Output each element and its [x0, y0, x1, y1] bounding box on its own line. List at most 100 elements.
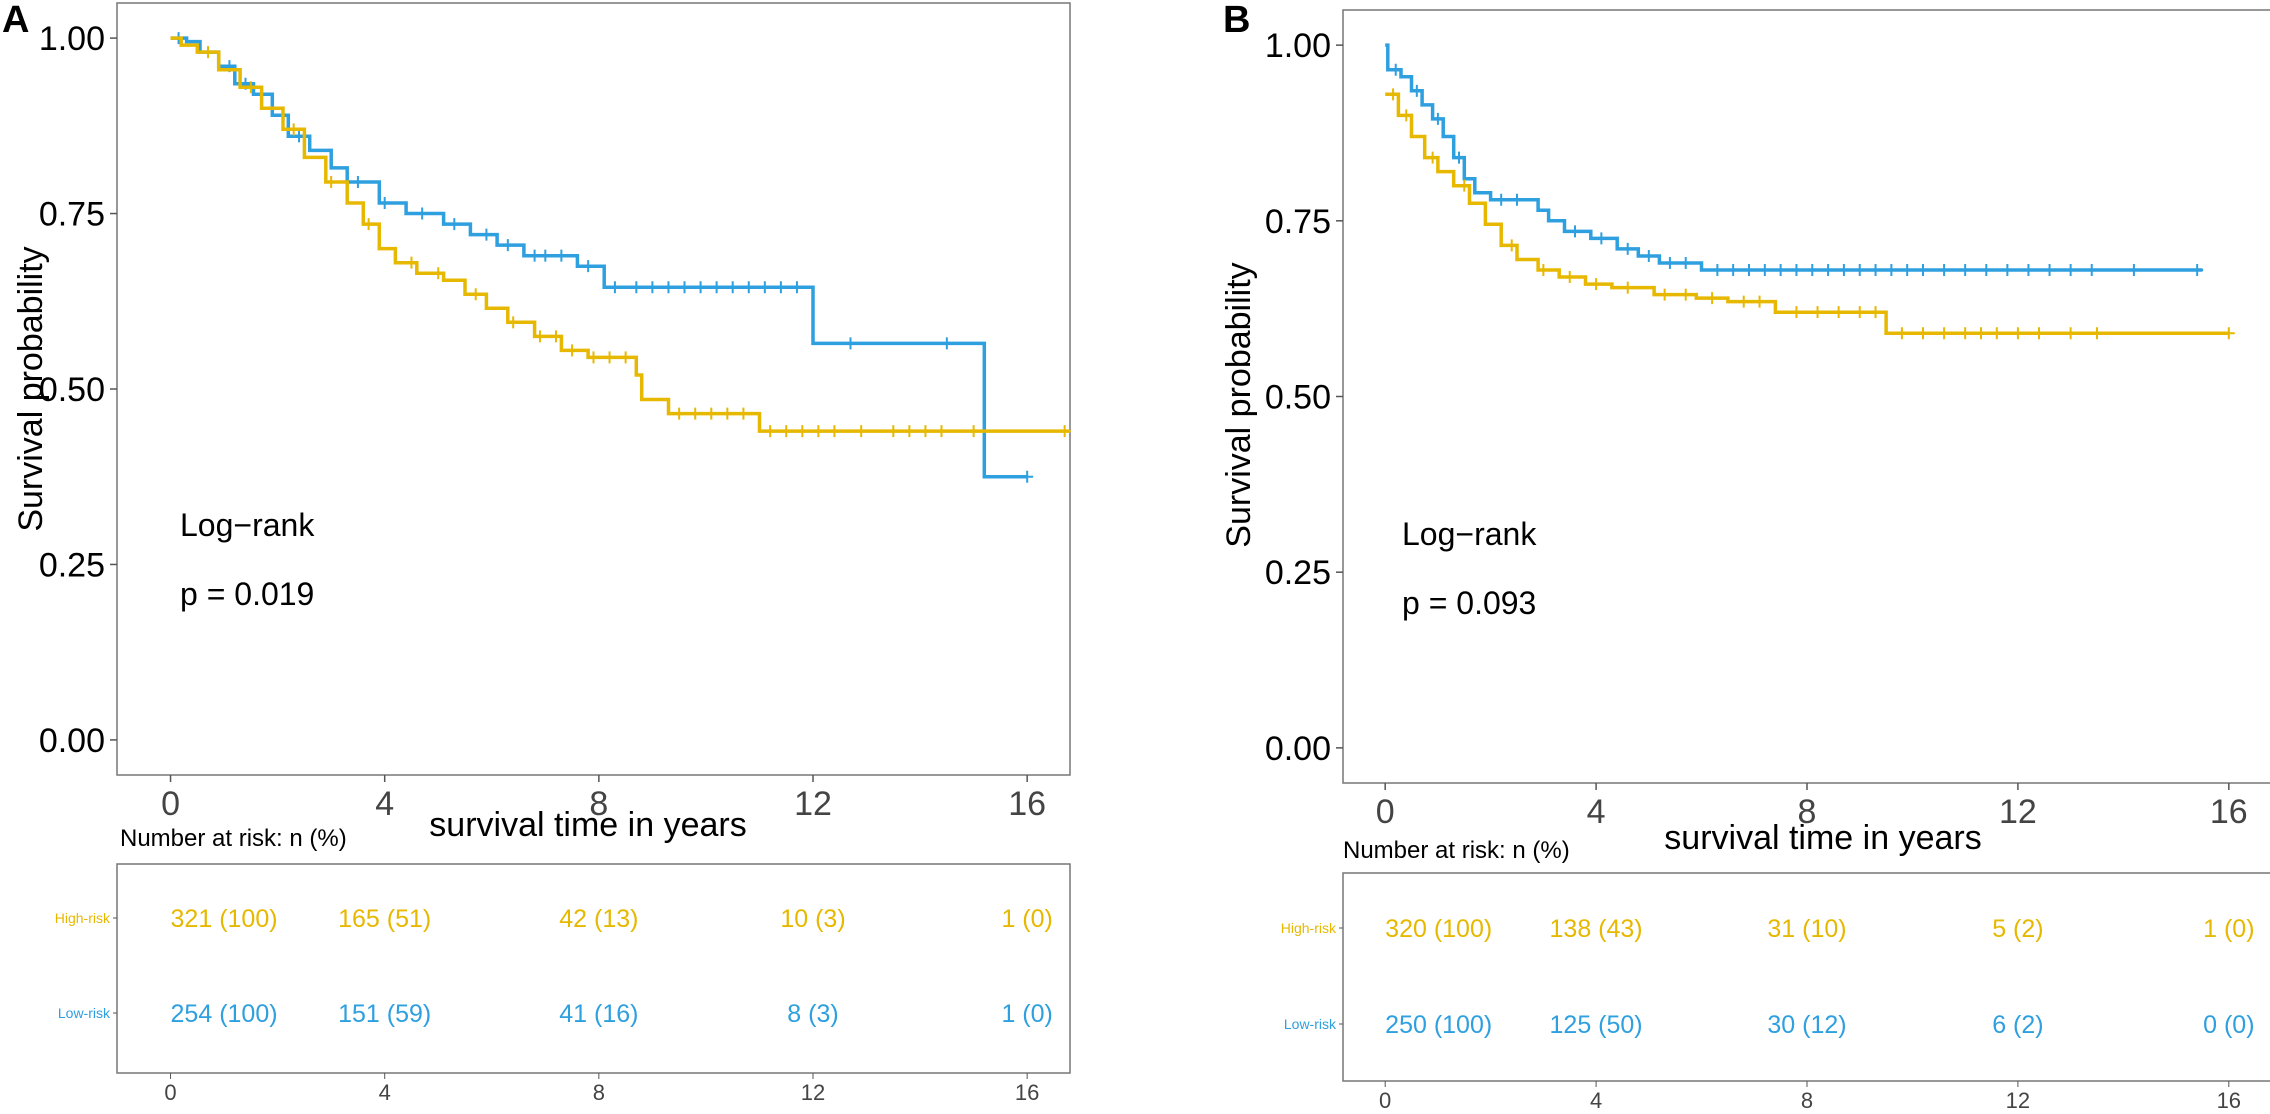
- y-tick-label: 0.50: [39, 371, 105, 409]
- y-tick-label: 1.00: [39, 20, 105, 58]
- logrank-label: Log−rank: [180, 507, 315, 543]
- censor-mark: [705, 407, 718, 420]
- censor-mark: [555, 249, 568, 262]
- censor-mark: [662, 281, 675, 294]
- panel-label: B: [1223, 0, 1250, 41]
- censor-mark: [1753, 295, 1766, 308]
- censor-mark: [539, 249, 552, 262]
- risk-x-tick-label: 12: [2006, 1088, 2030, 1113]
- censor-mark: [828, 425, 841, 438]
- censor-mark: [2033, 327, 2045, 340]
- censor-mark: [630, 281, 643, 294]
- censor-mark: [1505, 239, 1518, 252]
- x-axis-title: survival time in years: [1664, 819, 1981, 857]
- censor-mark: [448, 218, 461, 231]
- censor-mark: [1853, 264, 1866, 277]
- censor-mark: [1458, 179, 1471, 192]
- censor-mark: [1837, 264, 1850, 277]
- risk-value: 5 (2): [1992, 915, 2043, 943]
- censor-mark: [919, 425, 932, 438]
- censor-mark: [1758, 264, 1771, 277]
- censor-mark: [1389, 63, 1402, 76]
- censor-mark: [1938, 264, 1951, 277]
- censor-mark: [1806, 264, 1819, 277]
- risk-value: 1 (0): [1001, 1000, 1052, 1028]
- risk-x-tick-label: 16: [1015, 1080, 1039, 1105]
- censor-mark: [1621, 281, 1634, 294]
- censor-mark: [887, 425, 900, 438]
- censor-mark: [582, 260, 595, 273]
- censor-mark: [1869, 264, 1882, 277]
- risk-value: 41 (16): [559, 1000, 638, 1028]
- y-tick-label: 0.75: [1265, 203, 1331, 241]
- km-panel-b: B 0.00 0.25 0.50 0.75 1.00 0 4 8 12 16 Survival pro…: [1220, 0, 2270, 1113]
- censor-mark: [432, 267, 445, 280]
- censor-mark: [1590, 278, 1603, 291]
- km-curve-low-risk: [170, 36, 1028, 479]
- censor-mark: [742, 281, 755, 294]
- risk-value: 138 (43): [1550, 915, 1643, 943]
- censor-mark: [362, 218, 375, 231]
- censor-mark: [1658, 288, 1671, 301]
- y-tick-label: 0.50: [1265, 379, 1331, 417]
- risk-value: 125 (50): [1550, 1011, 1643, 1039]
- km-curve-high-risk: [1385, 92, 2229, 336]
- censor-mark: [1058, 425, 1071, 438]
- censor-mark: [550, 330, 563, 343]
- censor-mark: [416, 207, 429, 220]
- censor-mark: [1679, 288, 1692, 301]
- y-tick-label: 0.75: [39, 196, 105, 234]
- censor-mark: [533, 330, 546, 343]
- censor-mark: [1410, 84, 1423, 97]
- censor-mark: [780, 425, 793, 438]
- censor-mark: [619, 351, 632, 364]
- censor-mark: [844, 337, 857, 350]
- risk-x-tick-label: 4: [379, 1080, 391, 1105]
- censor-mark: [1869, 306, 1882, 319]
- y-axis-title: Survival probability: [12, 246, 50, 531]
- risk-table-title: Number at risk: n (%): [120, 825, 347, 852]
- censor-mark: [1426, 151, 1439, 164]
- risk-value: 6 (2): [1992, 1011, 2043, 1039]
- censor-mark: [2043, 264, 2056, 277]
- censor-mark: [694, 281, 707, 294]
- censor-mark: [2222, 327, 2235, 340]
- km-panel-a: A 0.00 0.25 0.50 0.75 1.00 0 4 8 12 16 Survival pro…: [2, 0, 1071, 1105]
- censor-mark: [1975, 327, 1987, 340]
- km-curve-high-risk: [170, 36, 1070, 433]
- censor-mark: [1885, 264, 1898, 277]
- x-tick-label: 8: [1798, 793, 1817, 831]
- censor-mark: [378, 197, 391, 210]
- risk-row-label: Low-risk: [1284, 1016, 1337, 1032]
- risk-value: 321 (100): [171, 905, 278, 933]
- x-tick-label: 4: [375, 785, 394, 823]
- risk-x-tick-label: 8: [593, 1080, 605, 1105]
- risk-x-tick-label: 0: [164, 1080, 176, 1105]
- censor-mark: [1901, 264, 1914, 277]
- censor-mark: [1790, 306, 1803, 319]
- censor-mark: [2085, 264, 2098, 277]
- censor-mark: [1663, 256, 1676, 269]
- risk-x-tick-label: 8: [1801, 1088, 1813, 1113]
- risk-value: 1 (0): [2203, 915, 2254, 943]
- censor-mark: [1743, 264, 1755, 277]
- censor-mark: [1021, 470, 1034, 483]
- censor-mark: [790, 281, 803, 294]
- risk-x-tick-label: 12: [801, 1080, 825, 1105]
- risk-row-label: High-risk: [55, 910, 111, 926]
- censor-mark: [1790, 264, 1803, 277]
- censor-mark: [405, 256, 418, 269]
- censor-mark: [1917, 327, 1929, 340]
- p-value-label: p = 0.019: [180, 576, 314, 612]
- censor-mark: [351, 175, 364, 188]
- risk-table-frame: [1342, 872, 2270, 1082]
- censor-mark: [603, 351, 616, 364]
- censor-mark: [469, 288, 482, 301]
- censor-mark: [967, 425, 980, 438]
- risk-value: 250 (100): [1385, 1011, 1492, 1039]
- censor-mark: [480, 228, 493, 241]
- censor-mark: [1917, 264, 1929, 277]
- censor-mark: [1959, 264, 1972, 277]
- censor-mark: [1387, 88, 1400, 101]
- x-axis-title: survival time in years: [429, 806, 746, 844]
